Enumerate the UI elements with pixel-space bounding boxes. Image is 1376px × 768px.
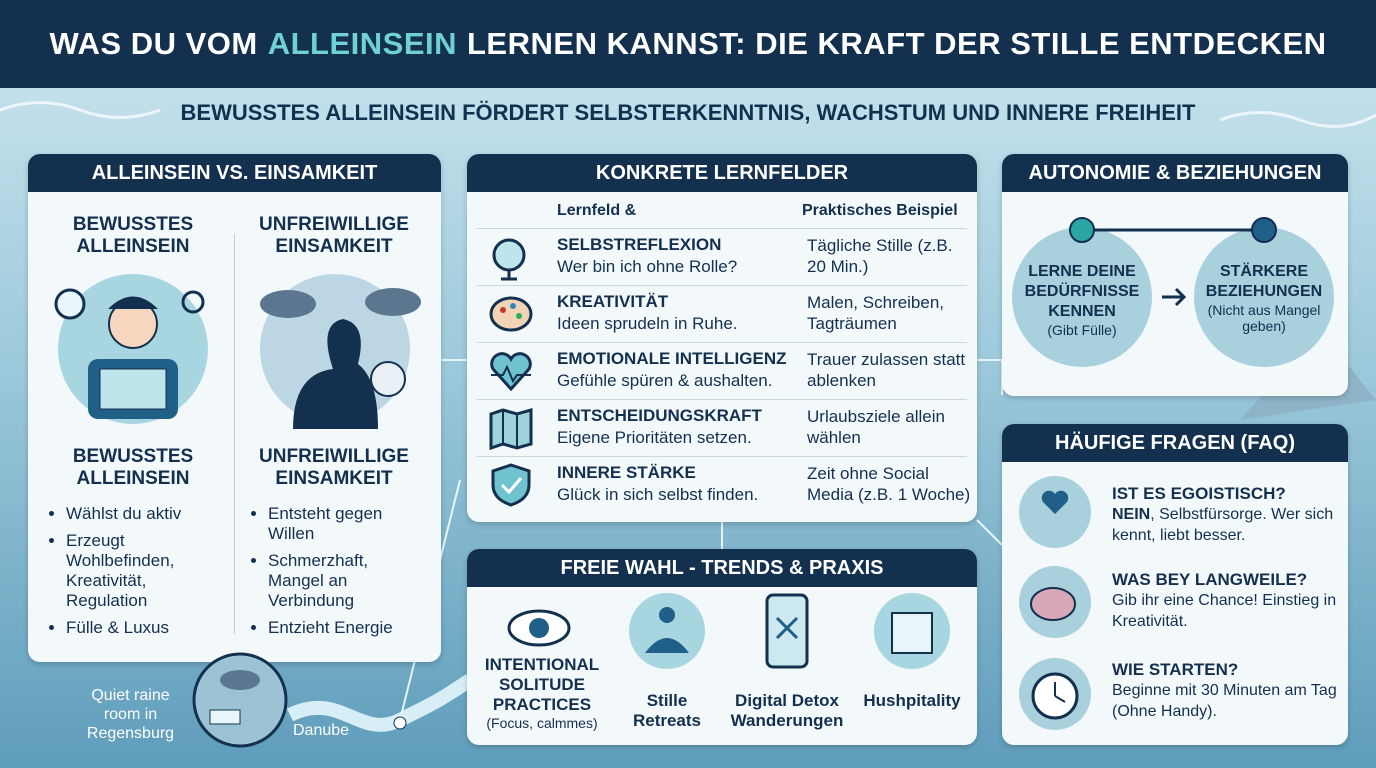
column-header: Lernfeld & xyxy=(557,202,637,219)
field-example: Trauer zulassen statt ablenken xyxy=(807,350,966,390)
faq-question: WAS BEY LANGWEILE? xyxy=(1112,570,1308,589)
bullet-list: Wählst du aktiv Erzeugt Wohlbefinden, Kr… xyxy=(46,504,226,645)
icon xyxy=(489,408,533,451)
panel-title: FREIE WAHL - TRENDS & PRAXIS xyxy=(467,549,977,587)
trend-label: Hushpitality xyxy=(863,691,961,710)
faq-answer: NEIN, Selbstfürsorge. Wer sich kennt, li… xyxy=(1112,504,1337,546)
column-label: BEWUSSTES ALLEINSEIN xyxy=(72,446,194,489)
icon xyxy=(492,238,526,281)
faq-answer-bold: NEIN xyxy=(1112,506,1151,523)
icon xyxy=(490,352,532,392)
faq-answer: Gib ihr eine Chance! Einstieg in Kreativ… xyxy=(1112,592,1337,630)
panel-title: AUTONOMIE & BEZIEHUNGEN xyxy=(1002,154,1348,192)
faq-item: WIE STARTEN? Beginne mit 30 Minuten am T… xyxy=(1112,660,1337,722)
trends-panel: FREIE WAHL - TRENDS & PRAXIS INTENTIONAL… xyxy=(467,549,977,745)
bullet: Erzeugt Wohlbefinden, Kreativität, Regul… xyxy=(66,531,226,611)
field-desc: Gefühle spüren & aushalten. xyxy=(557,371,773,390)
panel-title: HÄUFIGE FRAGEN (FAQ) xyxy=(1002,424,1348,462)
column-label: UNFREIWILLIGE EINSAMKEIT xyxy=(259,214,409,257)
panel-title: ALLEINSEIN VS. EINSAMKEIT xyxy=(28,154,441,192)
divider xyxy=(234,234,235,634)
panel-title: KONKRETE LERNFELDER xyxy=(467,154,977,192)
field-name: EMOTIONALE INTELLIGENZ xyxy=(557,349,787,368)
faq-answer: Beginne mit 30 Minuten am Tag (Ohne Hand… xyxy=(1112,682,1337,720)
node-label: LERNE DEINE BEDÜRFNISSE KENNEN xyxy=(1024,263,1140,320)
faq-item: WAS BEY LANGWEILE? Gib ihr eine Chance! … xyxy=(1112,570,1337,632)
field-desc: Glück in sich selbst finden. xyxy=(557,485,759,504)
node-note: (Nicht aus Mangel geben) xyxy=(1207,302,1321,334)
icon xyxy=(489,296,533,332)
table-row: SELBSTREFLEXION Wer bin ich ohne Rolle? … xyxy=(477,228,967,285)
room-icon xyxy=(192,652,288,748)
table-row: KREATIVITÄT Ideen sprudeln in Ruhe. Male… xyxy=(477,285,967,342)
node-note: (Gibt Fülle) xyxy=(1047,322,1117,338)
table-row: EMOTIONALE INTELLIGENZ Gefühle spüren & … xyxy=(477,342,967,399)
autonomy-panel: AUTONOMIE & BEZIEHUNGEN LERNE DEINE BEDÜ… xyxy=(1002,154,1348,396)
autonomy-diagram xyxy=(1012,217,1334,367)
faq-item: IST ES EGOISTISCH? NEIN, Selbstfürsorge.… xyxy=(1112,484,1337,546)
faq-question: IST ES EGOISTISCH? xyxy=(1112,484,1286,503)
bullet: Schmerzhaft, Mangel an Verbindung xyxy=(268,551,428,611)
faq-question: WIE STARTEN? xyxy=(1112,660,1239,679)
title: WAS DU VOM xyxy=(49,26,258,61)
bullet: Entsteht gegen Willen xyxy=(268,504,428,544)
field-example: Zeit ohne Social Media (z.B. 1 Woche) xyxy=(807,464,971,504)
illustrations xyxy=(54,274,421,429)
field-example: Malen, Schreiben, Tagträumen xyxy=(807,293,945,333)
table-row: INNERE STÄRKE Glück in sich selbst finde… xyxy=(477,456,970,513)
field-name: INNERE STÄRKE xyxy=(557,463,696,482)
bullet: Entzieht Energie xyxy=(268,618,428,638)
subtitle: BEWUSSTES ALLEINSEIN FÖRDERT SELBSTERKEN… xyxy=(180,100,1196,125)
title-highlight: ALLEINSEIN xyxy=(267,26,457,61)
field-desc: Ideen sprudeln in Ruhe. xyxy=(557,314,738,333)
field-name: ENTSCHEIDUNGSKRAFT xyxy=(557,406,762,425)
field-name: KREATIVITÄT xyxy=(557,292,669,311)
header: WAS DU VOM ALLEINSEIN LERNEN KANNST: DIE… xyxy=(0,0,1376,88)
bullet: Fülle & Luxus xyxy=(66,618,226,638)
trend-label: Digital Detox Wanderungen xyxy=(730,691,844,730)
fields-panel: KONKRETE LERNFELDER Lernfeld & Praktisch… xyxy=(467,154,977,522)
trend-icons xyxy=(507,593,950,669)
table-row: ENTSCHEIDUNGSKRAFT Eigene Prioritäten se… xyxy=(477,399,967,456)
trend-note: (Focus, calmmes) xyxy=(486,715,598,731)
trend-label: INTENTIONAL SOLITUDE PRACTICES xyxy=(484,655,600,714)
field-desc: Eigene Prioritäten setzen. xyxy=(557,428,752,447)
node: LERNE DEINE BEDÜRFNISSE KENNEN (Gibt Fül… xyxy=(1020,262,1144,338)
node-label: STÄRKERE BEZIEHUNGEN xyxy=(1205,263,1323,300)
column-header: Praktisches Beispiel xyxy=(802,202,958,219)
field-desc: Wer bin ich ohne Rolle? xyxy=(557,257,738,276)
trend-label: Stille Retreats xyxy=(632,691,702,730)
column-label: BEWUSSTES ALLEINSEIN xyxy=(72,214,194,257)
bullet-list: Entsteht gegen Willen Schmerzhaft, Mange… xyxy=(248,504,428,645)
node: STÄRKERE BEZIEHUNGEN (Nicht aus Mangel g… xyxy=(1202,262,1326,334)
faq-icons xyxy=(1019,476,1091,730)
icon xyxy=(491,463,531,507)
map-label: Danube xyxy=(293,722,350,739)
comparison-panel: ALLEINSEIN VS. EINSAMKEIT BEWUSSTES ALLE… xyxy=(28,154,441,662)
field-example: Tägliche Stille (z.B. 20 Min.) xyxy=(807,236,953,276)
title: LERNEN KANNST: DIE KRAFT DER STILLE ENTD… xyxy=(467,26,1327,61)
field-name: SELBSTREFLEXION xyxy=(557,235,722,254)
column-label: UNFREIWILLIGE EINSAMKEIT xyxy=(259,446,409,489)
field-example: Urlaubsziele allein wählen xyxy=(807,407,945,447)
map-label: Quiet raine room in Regensburg xyxy=(86,687,175,742)
faq-answer-text: , Selbstfürsorge. Wer sich kennt, liebt … xyxy=(1112,506,1334,544)
bullet: Wählst du aktiv xyxy=(66,504,226,524)
faq-panel: HÄUFIGE FRAGEN (FAQ) IST ES EGOISTISCH? … xyxy=(1002,424,1348,745)
